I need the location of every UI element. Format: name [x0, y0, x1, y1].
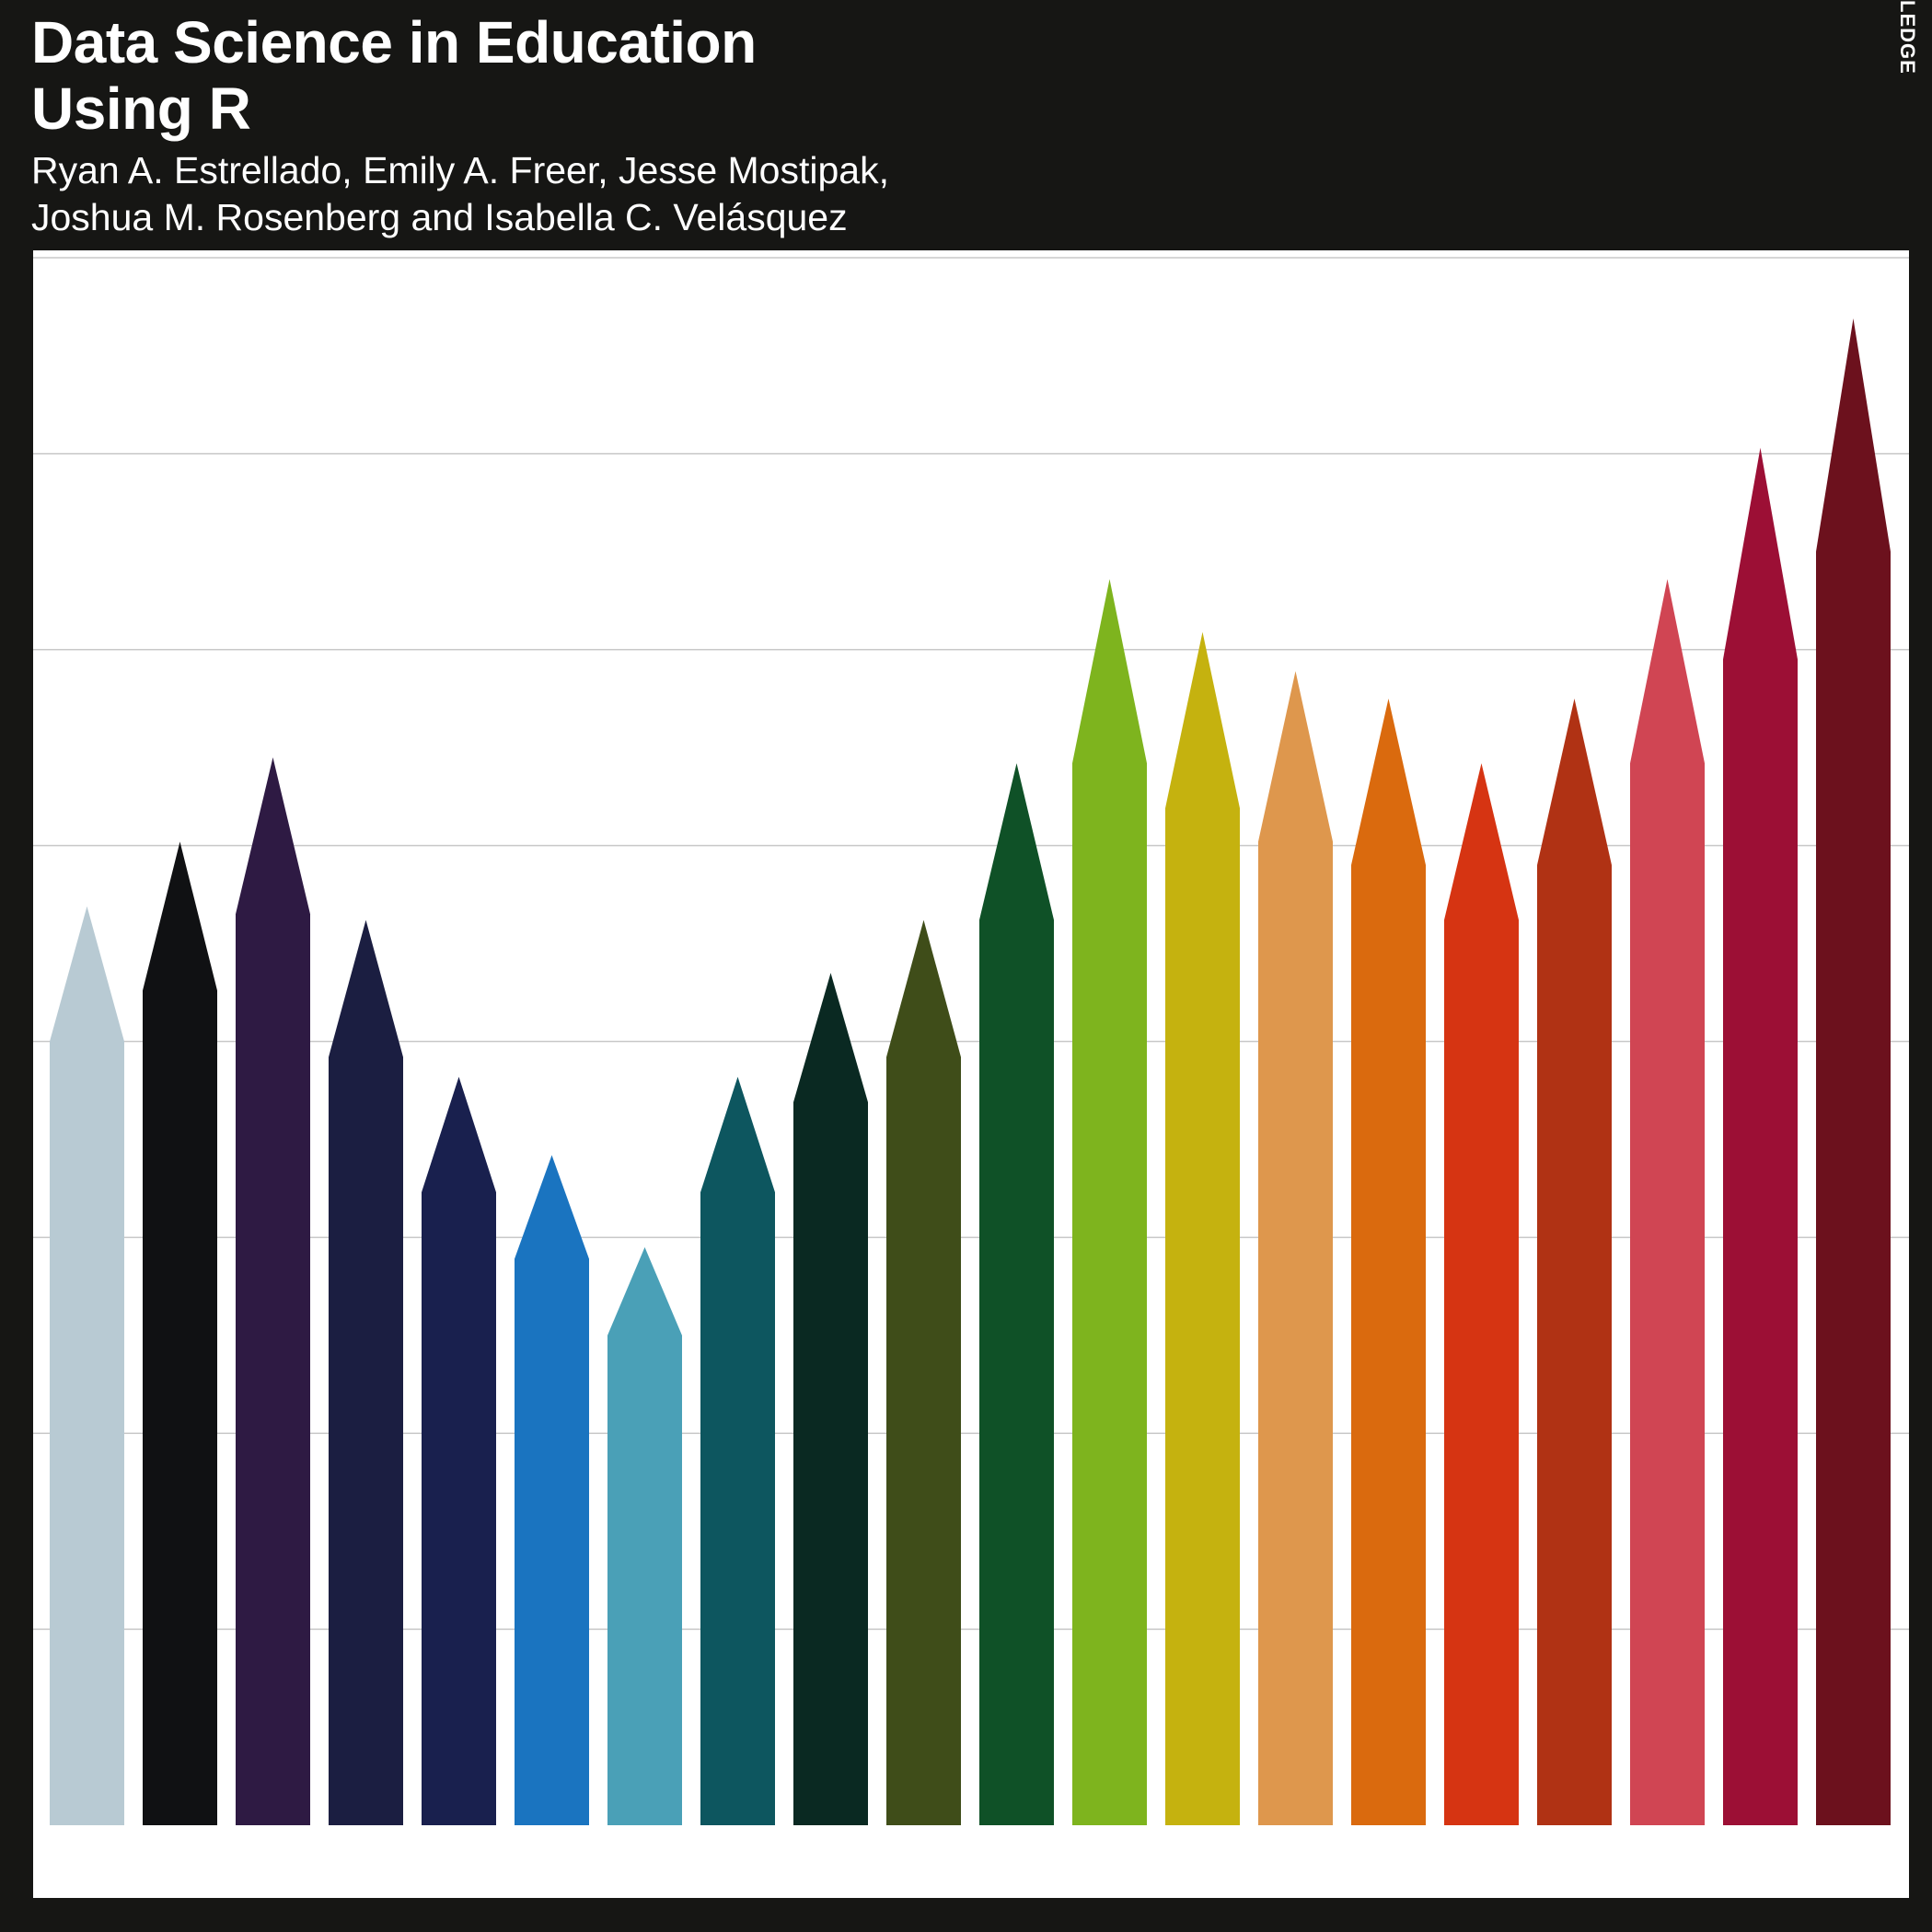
- authors-line-2: Joshua M. Rosenberg and Isabella C. Velá…: [31, 196, 848, 238]
- pencil-bar-3: [236, 757, 310, 1825]
- book-title-line-2: Using R: [31, 75, 251, 142]
- pencil-bar-12: [1072, 579, 1147, 1825]
- pencil-bar-15: [1351, 698, 1426, 1825]
- pencil-bar-5: [422, 1076, 496, 1825]
- book-title: Data Science in Education Using R: [31, 9, 1835, 142]
- pencil-bar-14: [1258, 671, 1333, 1825]
- pencil-bar-16: [1444, 763, 1519, 1825]
- pencil-bar-2: [143, 841, 217, 1826]
- pencil-bar-11: [979, 763, 1054, 1825]
- book-title-line-1: Data Science in Education: [31, 9, 757, 75]
- pencil-bar-19: [1723, 447, 1798, 1825]
- pencil-bar-10: [886, 920, 961, 1825]
- pencil-bar-6: [515, 1154, 589, 1825]
- pencil-bar-18: [1630, 579, 1705, 1825]
- authors-line-1: Ryan A. Estrellado, Emily A. Freer, Jess…: [31, 149, 889, 191]
- cover-header: Data Science in Education Using R Ryan A…: [31, 9, 1835, 241]
- publisher-logo: LEDGE: [1896, 0, 1919, 75]
- pencil-bar-7: [607, 1247, 682, 1825]
- chart-panel: [33, 250, 1909, 1898]
- pencil-bar-9: [793, 972, 868, 1825]
- pencil-bar-8: [700, 1076, 775, 1825]
- pencil-bar-chart: [33, 257, 1909, 1826]
- pencil-bar-13: [1165, 631, 1240, 1825]
- pencil-bar-20: [1816, 318, 1891, 1826]
- pencil-bar-1: [50, 906, 124, 1825]
- book-authors: Ryan A. Estrellado, Emily A. Freer, Jess…: [31, 147, 1835, 241]
- pencil-bar-4: [329, 920, 403, 1825]
- pencil-bar-17: [1537, 698, 1612, 1825]
